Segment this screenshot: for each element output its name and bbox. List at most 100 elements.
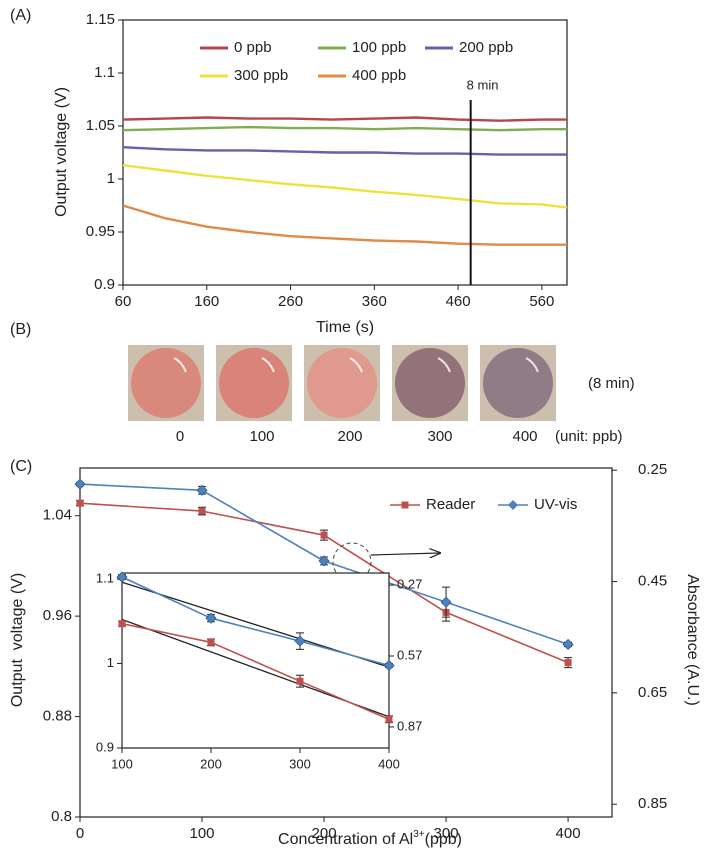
series-line	[122, 116, 567, 122]
y-tick-label: 1.05	[86, 117, 115, 134]
marker	[198, 507, 206, 515]
x-axis-title-part: Concentration of Al	[278, 831, 413, 848]
arrow	[370, 553, 440, 555]
series-line	[122, 146, 567, 156]
x-axis-title: Concentration of Al3+(ppb)	[278, 829, 462, 849]
glare	[261, 357, 275, 373]
x-tick-label: 400	[556, 825, 581, 842]
x-axis-title-superscript: 3+	[413, 829, 425, 840]
sample-label: 100	[249, 428, 274, 445]
legend-marker	[401, 501, 409, 509]
x-tick-label: 460	[446, 293, 471, 310]
legend-label: 400 ppb	[352, 67, 406, 84]
y2-tick-label: 0.85	[638, 795, 667, 812]
y2-tick-label: 0.57	[397, 647, 422, 662]
marker	[118, 620, 126, 628]
legend-label: 200 ppb	[459, 39, 513, 56]
sample-label: 300	[427, 428, 452, 445]
sample-well	[131, 348, 201, 418]
marker	[385, 715, 393, 723]
y-tick-label: 1.04	[43, 507, 72, 524]
x-tick-label: 60	[115, 293, 132, 310]
y2-tick-label: 0.87	[397, 718, 422, 733]
marker	[440, 596, 452, 608]
sample-label: 0	[176, 428, 184, 445]
panel-label: (A)	[10, 7, 31, 24]
glare	[349, 357, 363, 373]
y-axis-title: Output voltage (V)	[53, 87, 70, 217]
unit-note: (unit: ppb)	[555, 428, 623, 445]
y-tick-label: 1.1	[96, 570, 114, 585]
x-tick-label: 0	[76, 825, 84, 842]
legend-marker	[508, 500, 518, 510]
sample-well	[307, 348, 377, 418]
marker	[207, 638, 215, 646]
x-tick-label: 100	[190, 825, 215, 842]
y2-tick-label: 0.65	[638, 684, 667, 701]
marker	[74, 478, 86, 490]
y-tick-label: 0.88	[43, 708, 72, 725]
y-tick-label: 1	[107, 170, 115, 187]
sample-label: 200	[337, 428, 362, 445]
x-tick-label: 260	[278, 293, 303, 310]
y2-tick-label: 0.25	[638, 461, 667, 478]
y-tick-label: 0.9	[94, 276, 115, 293]
sample-well	[219, 348, 289, 418]
annotation-label: 8 min	[467, 77, 499, 92]
marker	[76, 499, 84, 507]
panel-label: (B)	[10, 321, 31, 338]
series-line	[122, 204, 567, 246]
x-tick-label: 300	[434, 825, 459, 842]
x-tick-label: 160	[194, 293, 219, 310]
glare	[437, 357, 451, 373]
y2-tick-label: 0.45	[638, 573, 667, 590]
marker	[320, 531, 328, 539]
x-tick-label: 360	[362, 293, 387, 310]
y-tick-label: 0.95	[86, 223, 115, 240]
glare	[525, 357, 539, 373]
x-tick-label: 560	[529, 293, 554, 310]
legend-label: UV-vis	[534, 496, 577, 513]
marker	[564, 659, 572, 667]
time-note: (8 min)	[588, 375, 635, 392]
x-tick-label: 100	[111, 756, 133, 771]
x-axis-title: Time (s)	[316, 319, 374, 336]
plot-frame	[121, 572, 390, 749]
y-tick-label: 0.8	[51, 808, 72, 825]
series-line	[122, 125, 567, 132]
marker	[205, 612, 217, 624]
sample-well	[395, 348, 465, 418]
sample-well	[483, 348, 553, 418]
y-axis-title: Output voltage (V)	[9, 573, 26, 707]
marker	[562, 638, 574, 651]
x-tick-label: 400	[378, 756, 400, 771]
marker	[383, 659, 395, 672]
legend-label: 300 ppb	[234, 67, 288, 84]
marker	[196, 484, 208, 496]
panel-label: (C)	[10, 458, 32, 475]
legend-label: Reader	[426, 496, 475, 513]
series-line	[121, 622, 390, 721]
marker	[116, 571, 128, 583]
y2-tick-label: 0.27	[397, 576, 422, 591]
legend-label: 100 ppb	[352, 39, 406, 56]
x-tick-label: 300	[289, 756, 311, 771]
y-tick-label: 0.96	[43, 607, 72, 624]
sample-label: 400	[512, 428, 537, 445]
series-line	[122, 164, 568, 209]
marker	[318, 555, 330, 567]
y-tick-label: 1	[107, 655, 114, 670]
y-tick-label: 1.1	[94, 64, 115, 81]
x-tick-label: 200	[200, 756, 222, 771]
y-tick-label: 0.9	[96, 739, 114, 754]
marker	[294, 635, 306, 647]
marker	[296, 677, 304, 685]
glare	[173, 357, 187, 373]
y2-axis-title: Absorbance (A.U.)	[684, 574, 701, 706]
x-axis-title-part: (ppb)	[425, 831, 462, 848]
y-tick-label: 1.15	[86, 11, 115, 28]
series-line	[121, 576, 390, 667]
x-tick-label: 200	[312, 825, 337, 842]
legend-label: 0 ppb	[234, 39, 272, 56]
